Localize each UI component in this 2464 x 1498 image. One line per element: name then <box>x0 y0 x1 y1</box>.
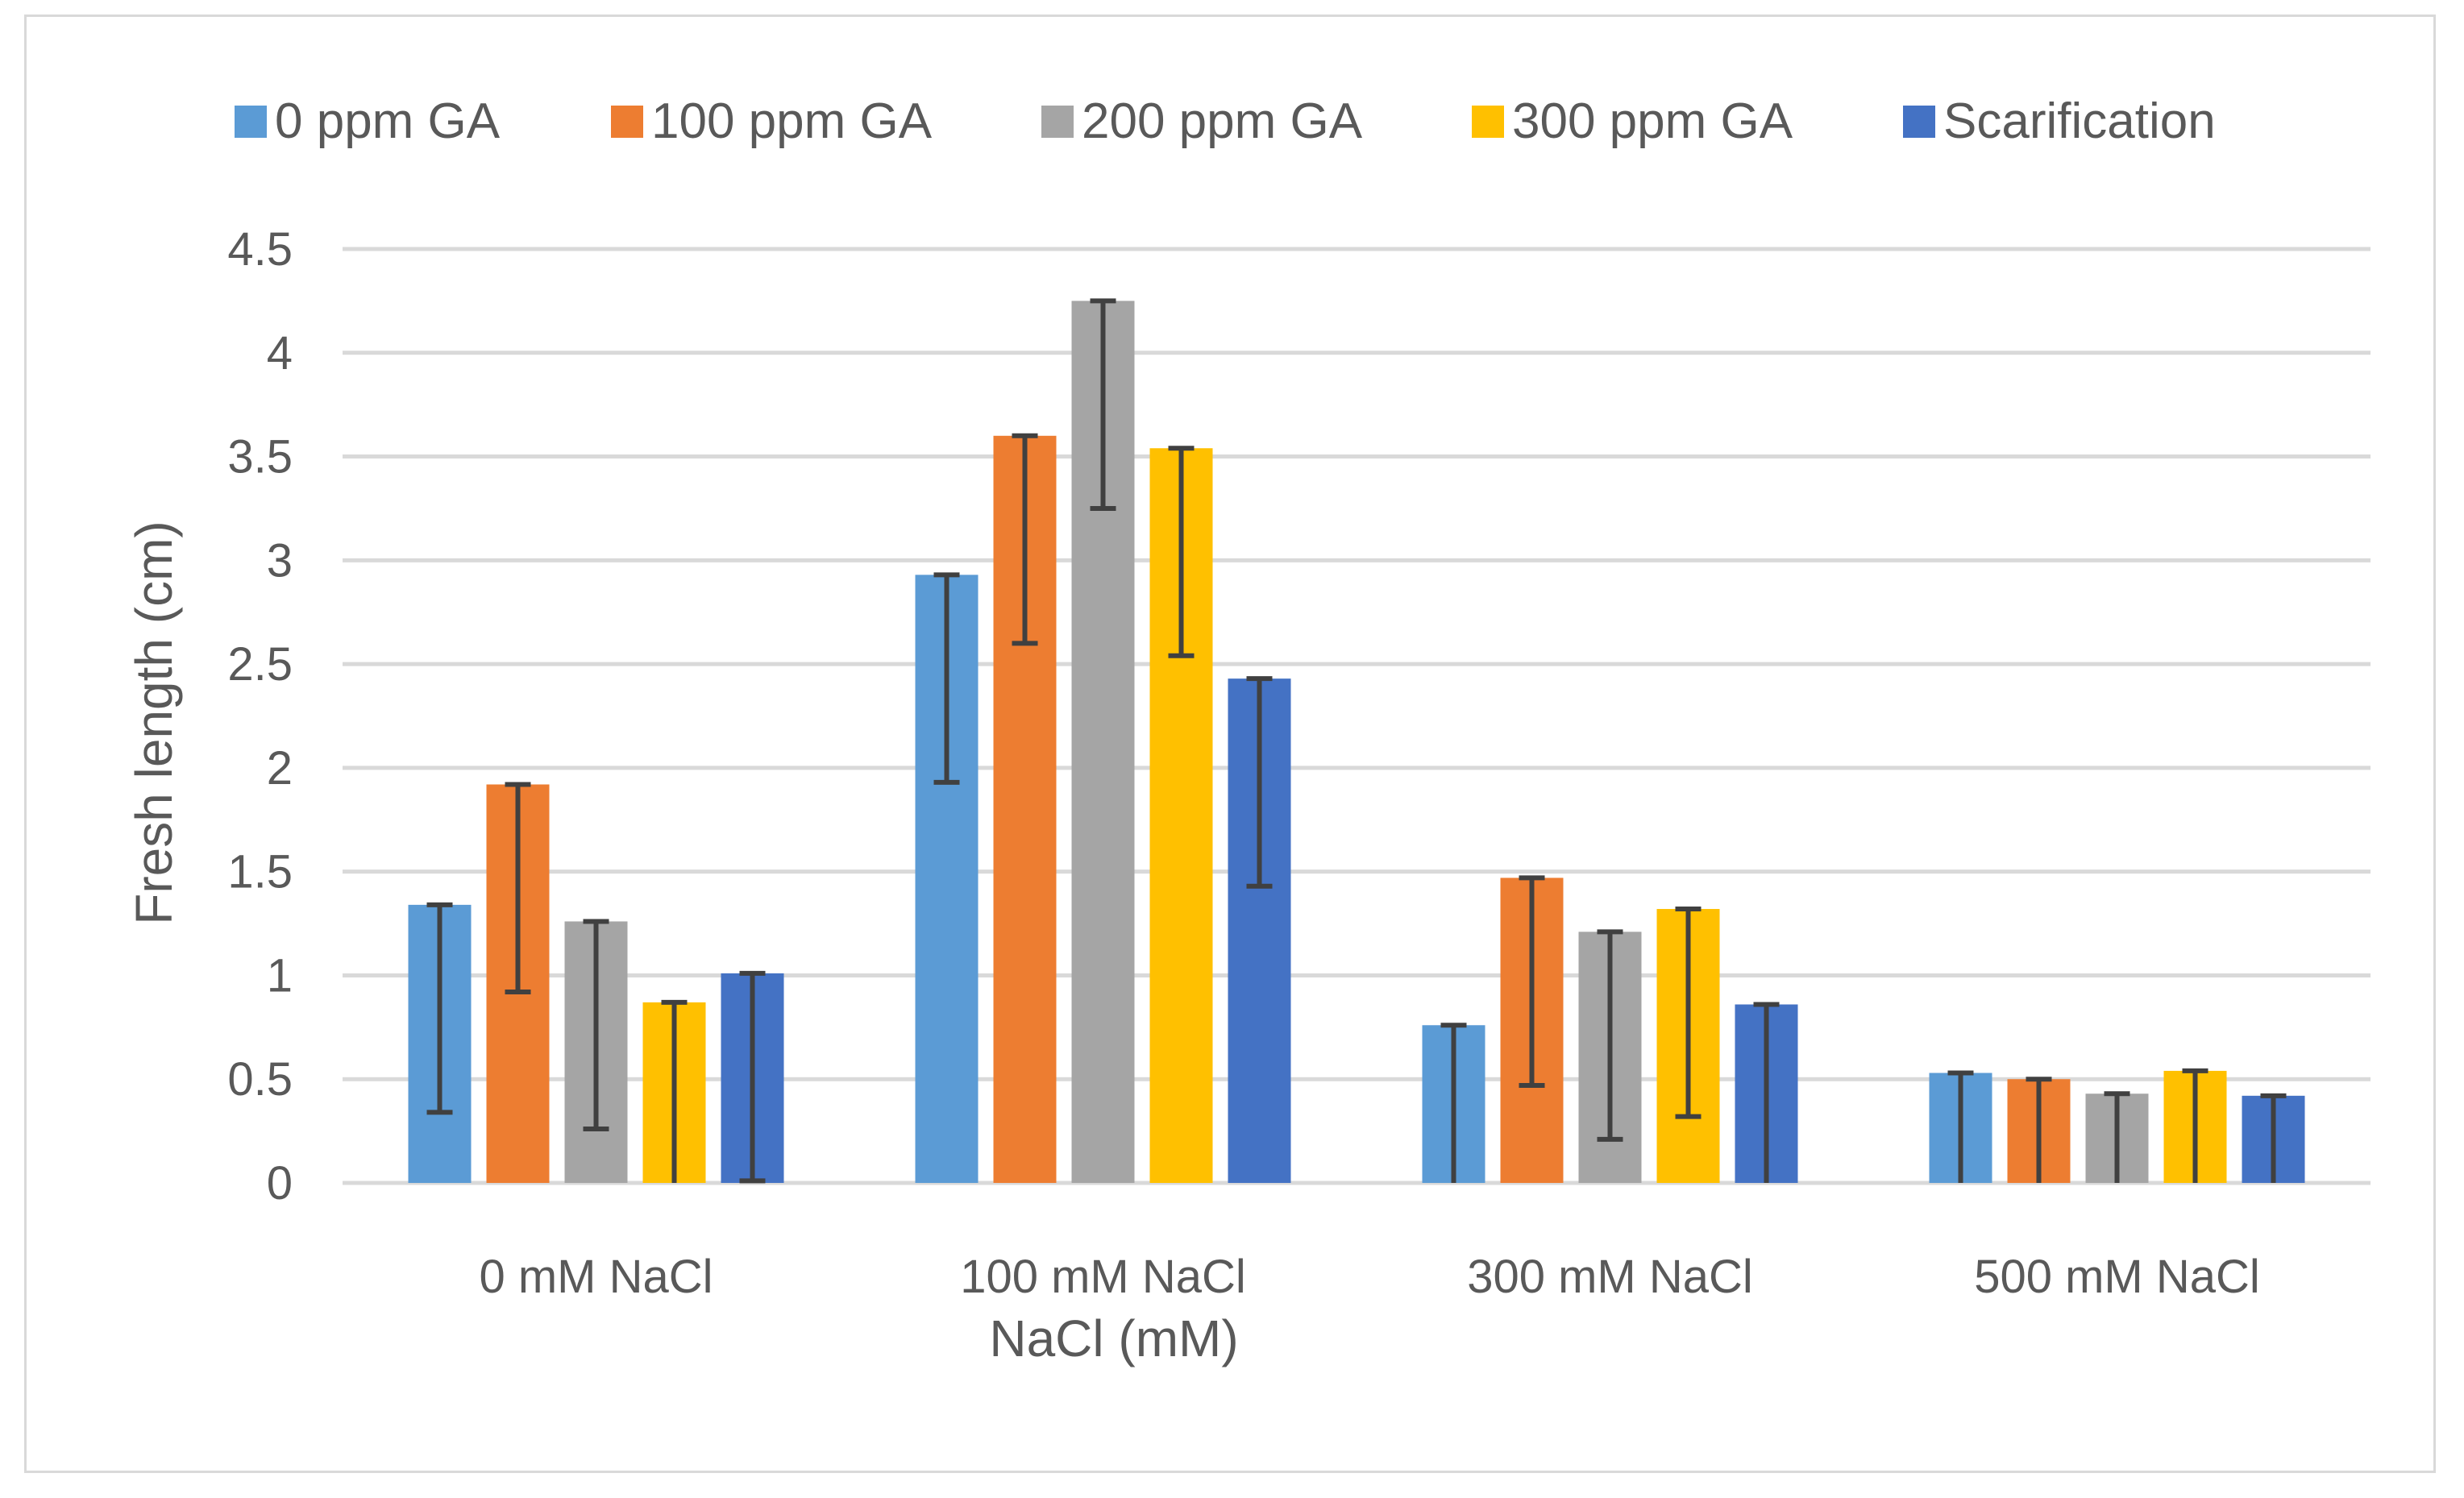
y-axis-title: Fresh length (cm) <box>125 521 183 924</box>
legend: 0 ppm GA 100 ppm GA 200 ppm GA 300 ppm GA Sc… <box>235 93 2216 149</box>
error-bar <box>1090 298 1116 511</box>
error-bar <box>1597 929 1623 1142</box>
y-tick-label: 2.5 <box>227 638 293 691</box>
bars <box>408 301 2305 1183</box>
y-tick-label: 1 <box>267 949 293 1002</box>
legend-label: 100 ppm GA <box>651 93 933 149</box>
x-tick-label: 0 mM NaCl <box>479 1251 713 1303</box>
legend-label: 300 ppm GA <box>1512 93 1793 149</box>
legend-swatch <box>1041 106 1074 138</box>
error-bar <box>1753 1002 1780 1183</box>
error-bar <box>933 572 960 785</box>
y-axis-ticks: 0 0.5 1 1.5 2 2.5 3 3.5 4 4.5 <box>227 223 293 1210</box>
x-tick-label: 100 mM NaCl <box>960 1251 1246 1303</box>
legend-swatch <box>1472 106 1504 138</box>
error-bar <box>2026 1077 2052 1183</box>
x-axis-title: NaCl (mM) <box>989 1309 1238 1367</box>
y-tick-label: 3.5 <box>227 431 293 483</box>
chart-frame: 0 ppm GA 100 ppm GA 200 ppm GA 300 ppm GA Sc… <box>24 15 2436 1473</box>
legend-item: 0 ppm GA <box>235 93 501 149</box>
bar-chart: 0 ppm GA 100 ppm GA 200 ppm GA 300 ppm GA Sc… <box>125 93 2371 1367</box>
legend-label: Scarification <box>1943 93 2216 149</box>
error-bar <box>1246 676 1273 889</box>
y-tick-label: 4.5 <box>227 223 293 276</box>
error-bar <box>1012 433 1038 646</box>
error-bar <box>1947 1070 1974 1183</box>
x-tick-label: 300 mM NaCl <box>1467 1251 1753 1303</box>
error-bar <box>583 919 609 1132</box>
legend-swatch <box>1903 106 1935 138</box>
legend-label: 200 ppm GA <box>1082 93 1363 149</box>
legend-item: 100 ppm GA <box>611 93 933 149</box>
y-tick-label: 2 <box>267 742 293 795</box>
legend-item: 300 ppm GA <box>1472 93 1793 149</box>
x-axis-ticks: 0 mM NaCl 100 mM NaCl 300 mM NaCl 500 mM Na… <box>479 1251 2259 1303</box>
error-bars <box>426 298 2287 1184</box>
x-tick-label: 500 mM NaCl <box>1974 1251 2260 1303</box>
y-tick-label: 1.5 <box>227 846 293 898</box>
y-tick-label: 0 <box>267 1157 293 1210</box>
error-bar <box>505 782 531 995</box>
error-bar <box>1675 907 1702 1119</box>
y-tick-label: 4 <box>267 327 293 380</box>
legend-item: Scarification <box>1903 93 2216 149</box>
y-tick-label: 3 <box>267 534 293 587</box>
error-bar <box>661 999 688 1183</box>
error-bar <box>739 970 766 1184</box>
error-bar <box>426 902 453 1115</box>
error-bar <box>1168 446 1195 658</box>
legend-label: 0 ppm GA <box>275 93 501 149</box>
y-tick-label: 0.5 <box>227 1053 293 1106</box>
legend-item: 200 ppm GA <box>1041 93 1363 149</box>
error-bar <box>1440 1023 1467 1183</box>
error-bar <box>1519 875 1545 1088</box>
error-bar <box>2260 1093 2287 1183</box>
legend-swatch <box>611 106 643 138</box>
error-bar <box>2182 1068 2208 1183</box>
error-bar <box>2104 1091 2130 1183</box>
legend-swatch <box>235 106 267 138</box>
